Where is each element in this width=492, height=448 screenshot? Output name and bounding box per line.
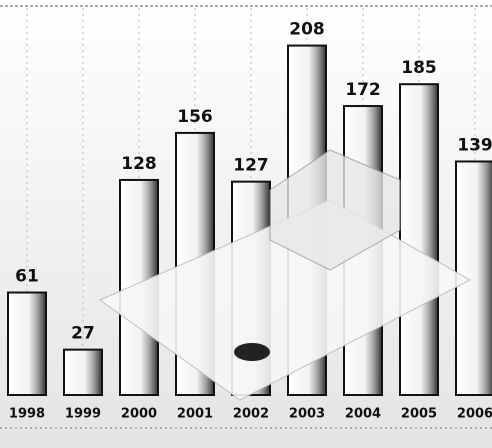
document-illustration [98, 199, 472, 401]
bar [63, 348, 103, 397]
logo-mark [234, 343, 270, 361]
bar [7, 291, 47, 396]
x-tick-label: 2001 [177, 407, 213, 422]
x-tick-label: 1999 [65, 407, 101, 422]
x-tick-label: 2005 [401, 407, 437, 422]
x-tick-label: 2000 [121, 407, 157, 422]
value-label: 208 [289, 20, 325, 40]
x-tick-label: 1998 [9, 407, 45, 422]
value-label: 27 [71, 324, 95, 344]
x-tick-label: 2006 [457, 407, 492, 422]
value-label: 139 [457, 135, 492, 155]
bar [399, 83, 439, 396]
value-label: 61 [15, 267, 39, 287]
value-label: 156 [177, 107, 213, 127]
x-tick-label: 2004 [345, 407, 381, 422]
value-label: 185 [401, 58, 437, 78]
house-illustration [269, 149, 401, 271]
x-tick-label: 2003 [289, 407, 325, 422]
value-label: 128 [121, 154, 157, 174]
value-label: 172 [345, 80, 381, 100]
value-label: 127 [233, 156, 269, 176]
x-tick-label: 2002 [233, 407, 269, 422]
